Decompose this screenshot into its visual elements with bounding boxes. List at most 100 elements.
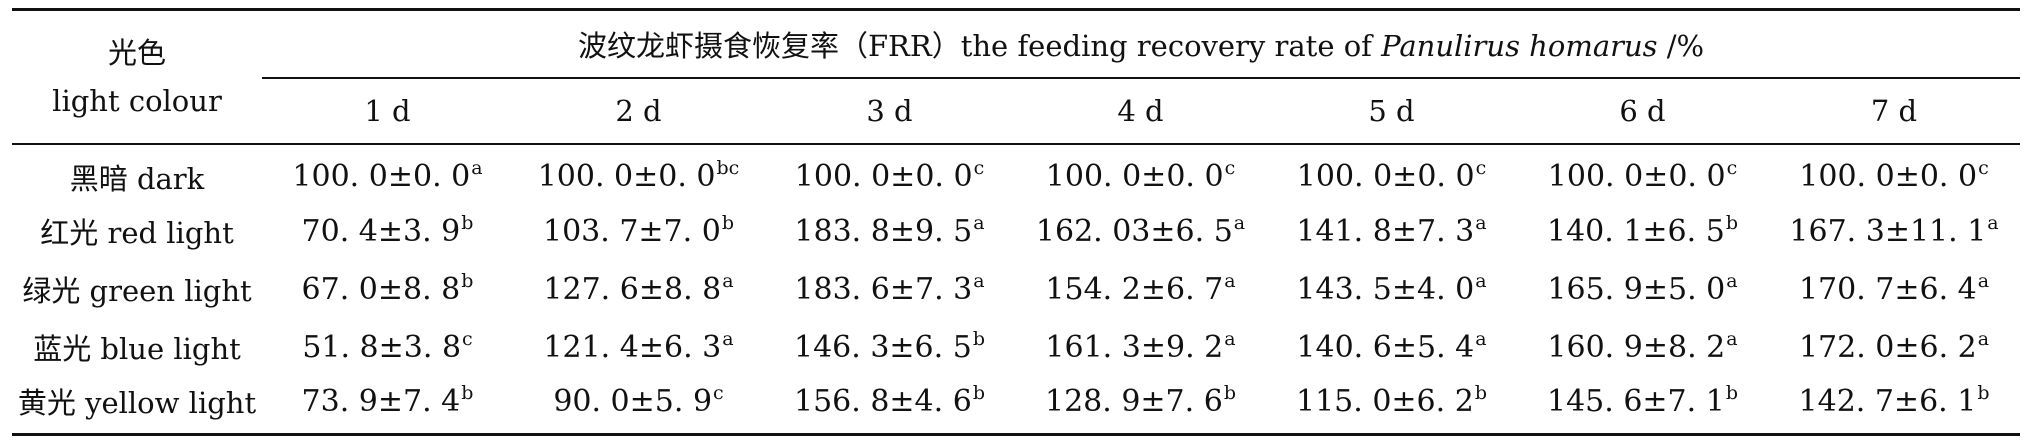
cell-value: 73. 9±7. 4: [301, 383, 461, 419]
day-header: 5 d: [1368, 94, 1415, 128]
cell-value: 100. 0±0. 0: [794, 159, 973, 194]
cell-value: 145. 6±7. 1: [1547, 383, 1725, 419]
day-header: 7 d: [1870, 94, 1918, 128]
table-cell: 145. 6±7. 1b: [1517, 376, 1768, 434]
table-cell: 172. 0±6. 2a: [1768, 318, 2020, 376]
significance-letter: b: [1474, 381, 1487, 404]
significance-letter: b: [1223, 381, 1236, 404]
table-cell: 70. 4±3. 9b: [262, 202, 513, 260]
significance-letter: a: [1726, 269, 1738, 292]
significance-letter: c: [1726, 157, 1738, 179]
significance-letter: a: [1475, 269, 1487, 292]
table-cell: 100. 0±0. 0c: [1768, 144, 2020, 202]
significance-letter: a: [1726, 327, 1738, 350]
table-cell: 142. 7±6. 1b: [1768, 376, 2020, 434]
cell-value: 100. 0±0. 0: [1799, 159, 1978, 194]
table-cell: 183. 6±7. 3a: [764, 260, 1015, 318]
cell-value: 100. 0±0. 0: [1296, 159, 1475, 194]
table-cell: 100. 0±0. 0a: [262, 144, 513, 202]
table-cell: 156. 8±4. 6b: [764, 376, 1015, 434]
frr-table: 光色 light colour 波纹龙虾摄食恢复率（FRR）the feedin…: [12, 8, 2021, 436]
row-label: 绿光 green light: [22, 274, 252, 308]
significance-letter: c: [1475, 157, 1487, 179]
table-cell: 161. 3±9. 2a: [1015, 318, 1266, 376]
day-header: 3 d: [866, 94, 913, 128]
table-cell: 140. 1±6. 5b: [1517, 202, 1768, 260]
row-label: 蓝光 blue light: [33, 332, 241, 366]
cell-value: 103. 7±7. 0: [543, 213, 721, 249]
cell-value: 128. 9±7. 6: [1045, 383, 1223, 419]
cell-value: 100. 0±0. 0: [1547, 159, 1726, 194]
significance-letter: c: [1978, 157, 1989, 179]
significance-letter: a: [722, 269, 734, 292]
day-header: 1 d: [364, 94, 411, 128]
table-cell: 100. 0±0. 0bc: [513, 144, 764, 202]
table-cell: 100. 0±0. 0c: [1517, 144, 1768, 202]
table-cell: 73. 9±7. 4b: [262, 376, 513, 434]
significance-letter: a: [1987, 211, 1999, 234]
cell-value: 156. 8±4. 6: [794, 383, 972, 419]
cell-value: 143. 5±4. 0: [1296, 271, 1475, 307]
cell-value: 115. 0±6. 2: [1296, 383, 1474, 419]
cell-value: 170. 7±6. 4: [1798, 271, 1977, 307]
significance-letter: a: [1475, 327, 1487, 350]
significance-letter: c: [1224, 157, 1236, 179]
significance-letter: a: [1224, 269, 1236, 292]
frr-table-container: 光色 light colour 波纹龙虾摄食恢复率（FRR）the feedin…: [12, 8, 2021, 436]
cell-value: 127. 6±8. 8: [543, 271, 722, 307]
significance-letter: c: [713, 381, 724, 404]
cell-value: 183. 8±9. 5: [794, 213, 973, 249]
table-cell: 143. 5±4. 0a: [1266, 260, 1517, 318]
cell-value: 90. 0±5. 9: [553, 383, 713, 419]
table-cell: 100. 0±0. 0c: [1266, 144, 1517, 202]
table-cell: 154. 2±6. 7a: [1015, 260, 1266, 318]
table-cell: 167. 3±11. 1a: [1768, 202, 2020, 260]
cell-value: 100. 0±0. 0: [1045, 159, 1224, 194]
row-label: 红光 red light: [40, 216, 234, 250]
cell-value: 165. 9±5. 0: [1547, 271, 1726, 307]
significance-letter: b: [461, 269, 474, 292]
table-body: 黑暗 dark 100. 0±0. 0a 100. 0±0. 0bc 100. 0±0…: [12, 144, 2021, 434]
table-cell: 115. 0±6. 2b: [1266, 376, 1517, 434]
table-row: 黄光 yellow light 73. 9±7. 4b 90. 0±5. 9c 156…: [12, 376, 2020, 434]
day-header: 2 d: [615, 94, 662, 128]
table-cell: 140. 6±5. 4a: [1266, 318, 1517, 376]
significance-letter: a: [722, 327, 734, 350]
row-label: 黄光 yellow light: [17, 386, 257, 421]
table-row: 蓝光 blue light 51. 8±3. 8c 121. 4±6. 3a 146.…: [12, 318, 2020, 376]
cell-value: 141. 8±7. 3: [1296, 213, 1475, 249]
cell-value: 146. 3±6. 5: [794, 329, 972, 365]
significance-letter: a: [973, 211, 985, 234]
stub-header: 光色 light colour: [12, 9, 262, 145]
significance-letter: b: [721, 211, 734, 234]
table-cell: 170. 7±6. 4a: [1768, 260, 2020, 318]
title-species: Panulirus homarus: [1381, 29, 1658, 63]
significance-letter: b: [461, 211, 474, 234]
day-header: 6 d: [1619, 94, 1666, 128]
cell-value: 121. 4±6. 3: [543, 329, 722, 365]
title-prefix: 波纹龙虾摄食恢复率（FRR）the feeding recovery rate …: [577, 29, 1382, 63]
day-header-row: 1 d 2 d 3 d 4 d 5 d 6 d 7 d: [12, 78, 2021, 144]
stub-header-en: light colour: [52, 84, 222, 118]
cell-value: 183. 6±7. 3: [794, 271, 973, 307]
table-row: 黑暗 dark 100. 0±0. 0a 100. 0±0. 0bc 100. 0±0…: [12, 144, 2020, 202]
cell-value: 142. 7±6. 1: [1798, 383, 1977, 419]
significance-letter: b: [1725, 211, 1738, 234]
table-cell: 100. 0±0. 0c: [764, 144, 1015, 202]
significance-letter: a: [1977, 327, 1990, 350]
table-cell: 127. 6±8. 8a: [513, 260, 764, 318]
cell-value: 161. 3±9. 2: [1045, 329, 1224, 365]
table-cell: 121. 4±6. 3a: [513, 318, 764, 376]
table-cell: 90. 0±5. 9c: [513, 376, 764, 434]
significance-letter: a: [471, 157, 483, 179]
table-cell: 160. 9±8. 2a: [1517, 318, 1768, 376]
table-cell: 103. 7±7. 0b: [513, 202, 764, 260]
significance-letter: b: [461, 381, 474, 404]
significance-letter: bc: [716, 157, 740, 179]
cell-value: 100. 0±0. 0: [292, 159, 471, 194]
cell-value: 160. 9±8. 2: [1547, 329, 1726, 365]
significance-letter: a: [1475, 211, 1487, 234]
table-row: 红光 red light 70. 4±3. 9b 103. 7±7. 0b 183. …: [12, 202, 2020, 260]
significance-letter: c: [973, 157, 985, 179]
cell-value: 100. 0±0. 0: [537, 159, 716, 194]
